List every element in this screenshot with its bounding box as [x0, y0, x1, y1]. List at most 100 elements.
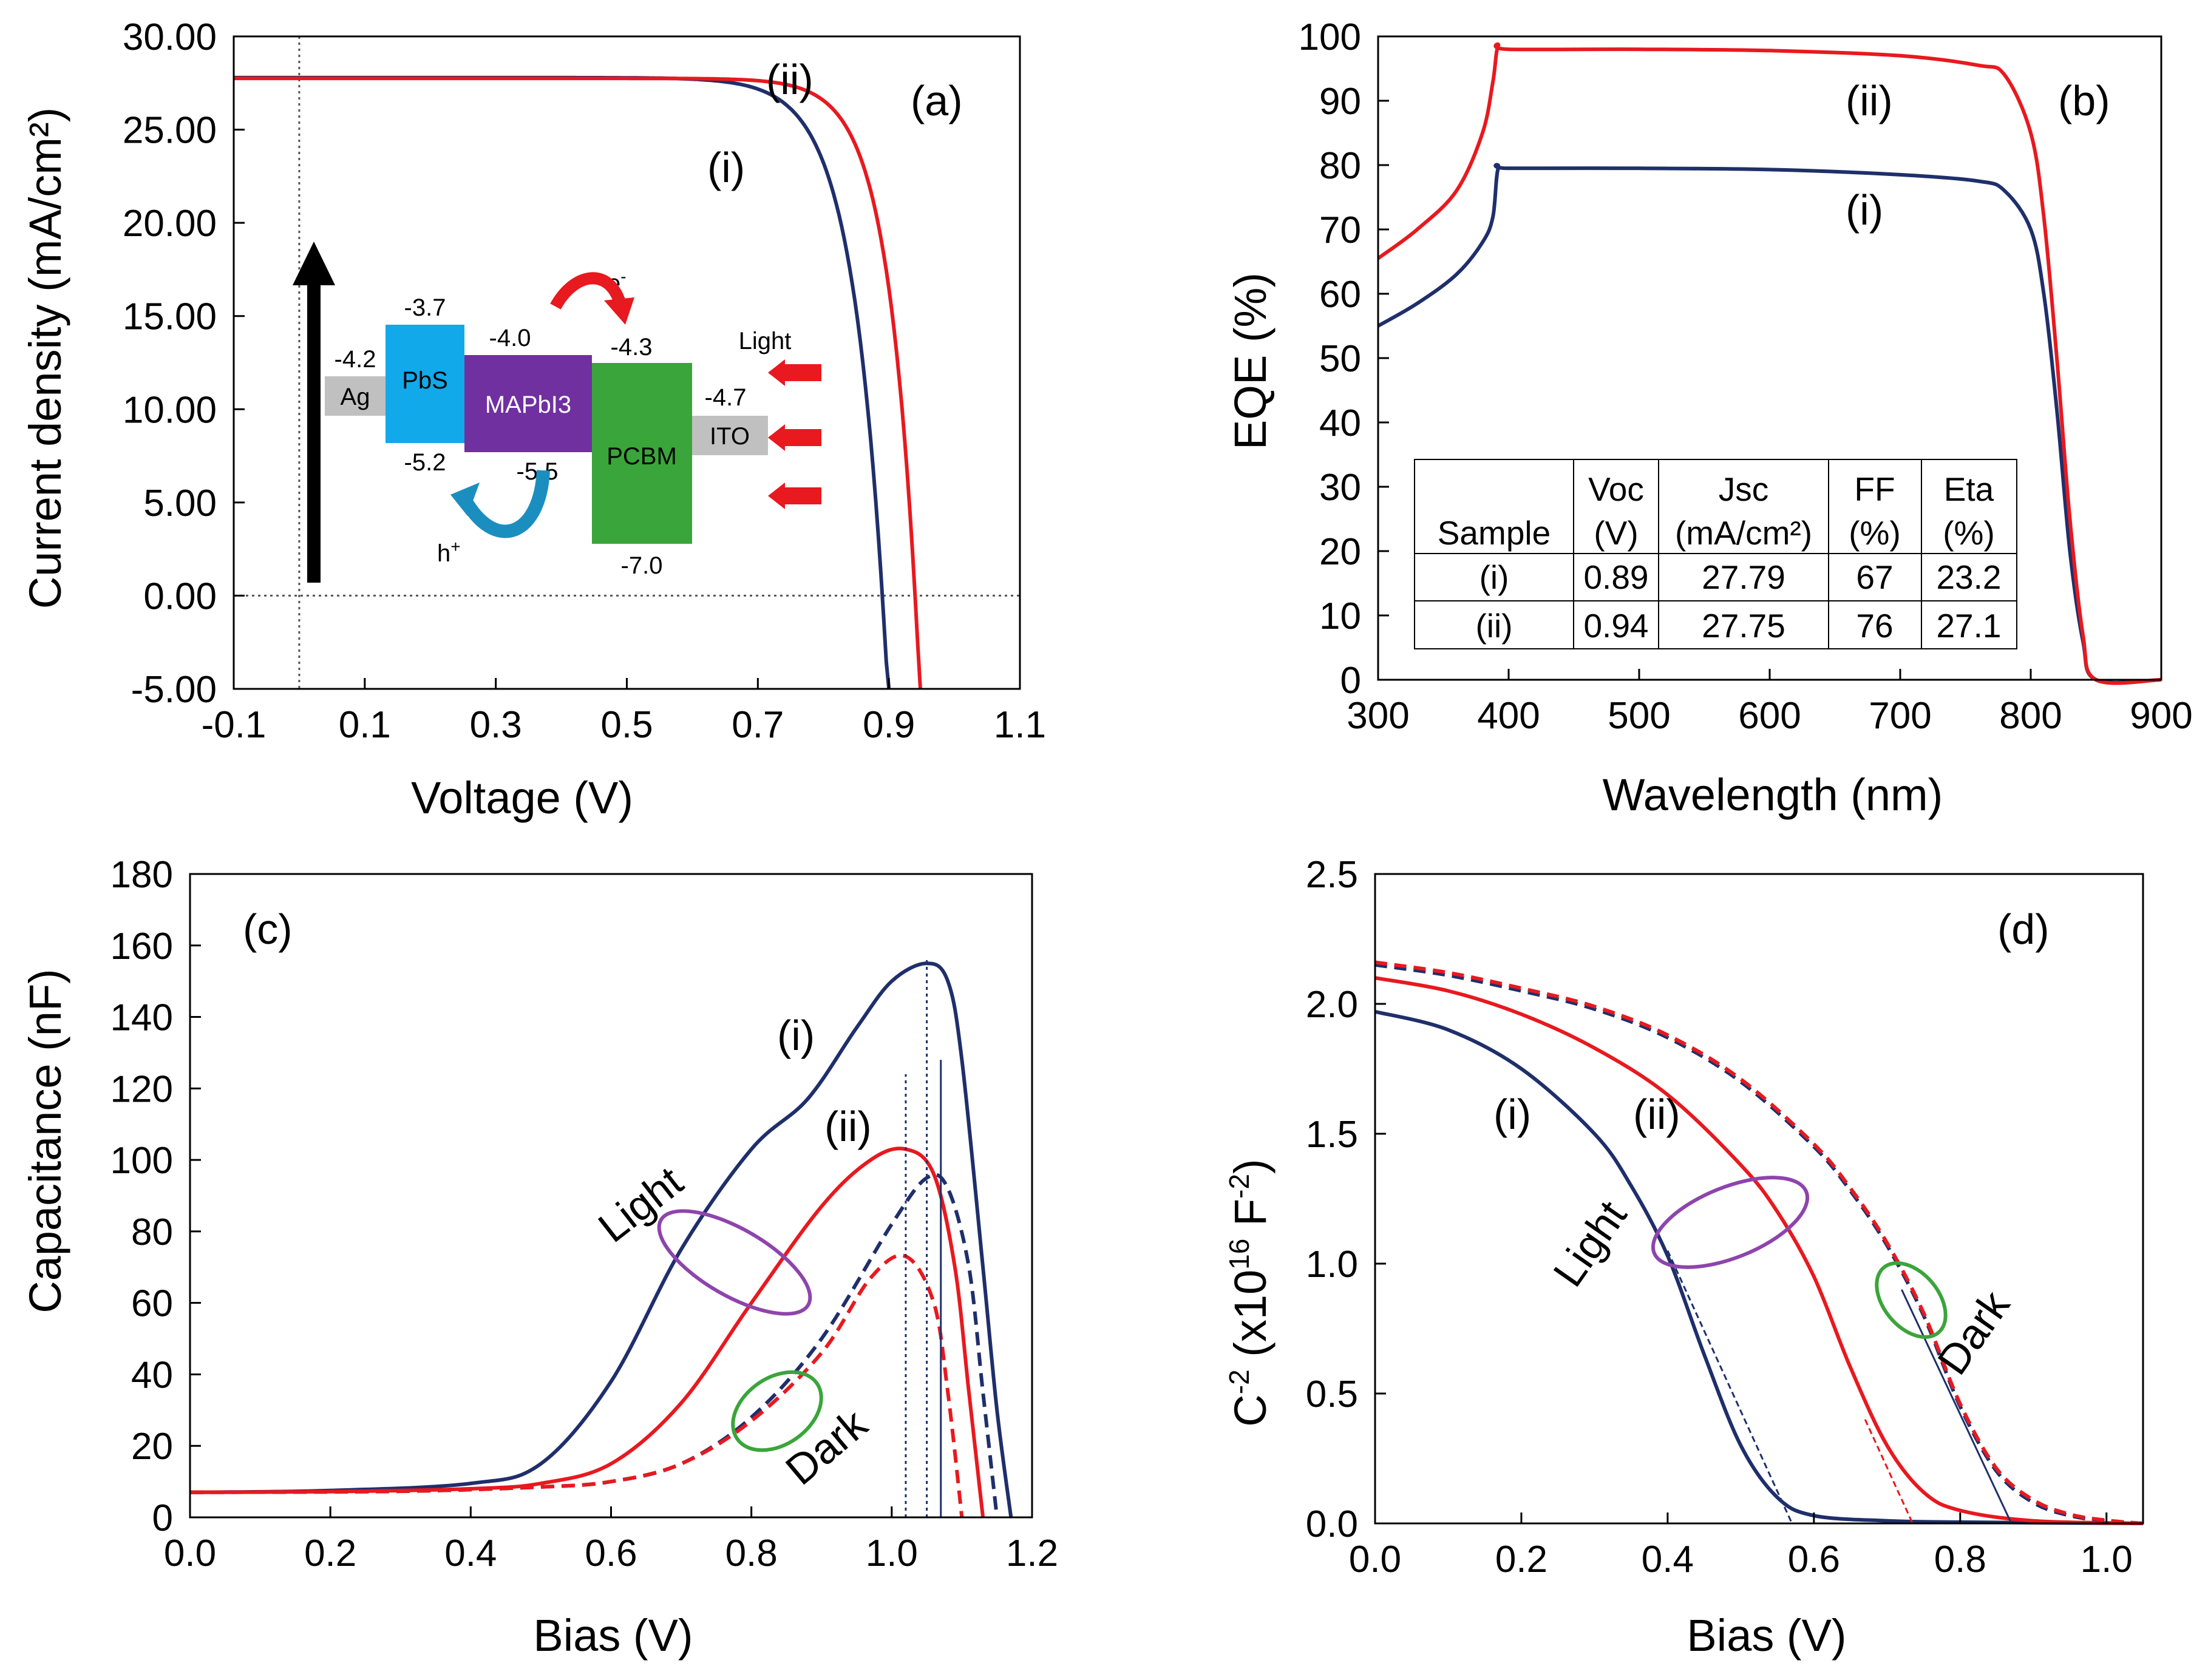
- y-tick-label: 20.00: [123, 203, 217, 245]
- panel-d-curves: [1374, 960, 2144, 1525]
- table-header-ff: FF: [1854, 470, 1895, 508]
- panel-d-axes: 0.0 0.2 0.4 0.6 0.8 1.0 0.0 0.5 1.0 1.5 2.0 2.5: [1306, 854, 2144, 1580]
- panel-d-label: (d): [1997, 906, 2050, 953]
- panel-c-xlabel: Bias (V): [533, 1610, 693, 1661]
- panel-a-series-i-label: (i): [707, 144, 745, 191]
- panel-d-ylabel: C-2 (x1016 F-2): [1223, 1159, 1276, 1426]
- y-tick-label: 160: [110, 926, 173, 967]
- y-tick-label: 120: [110, 1068, 173, 1110]
- x-tick-label: 1.0: [2081, 1539, 2133, 1580]
- x-tick-label: 0.3: [470, 704, 522, 746]
- y-tick-label: 180: [110, 854, 173, 896]
- table-row-ii-voc: 0.94: [1583, 607, 1648, 645]
- panel-a-curves: [234, 36, 1020, 689]
- energy-arrow-icon: [293, 242, 335, 285]
- table-header-eta-unit: (%): [1943, 514, 1995, 552]
- panel-c: 0.0 0.2 0.4 0.6 0.8 1.0 1.2 0 20 40 60 80 100 120 140 1…: [20, 854, 1058, 1661]
- mott-schottky-curve-0: [1374, 1009, 2144, 1525]
- x-tick-label: 0.9: [863, 704, 915, 746]
- table-row-ii-ff: 76: [1856, 607, 1893, 645]
- x-tick-label: 0.5: [600, 704, 653, 746]
- table-header-jsc: Jsc: [1719, 470, 1769, 508]
- y-tick-label: 40: [1319, 402, 1361, 444]
- panel-b-series-ii-label: (ii): [1846, 77, 1893, 124]
- x-tick-label: 900: [2130, 695, 2192, 737]
- y-tick-label: 0: [152, 1497, 173, 1539]
- panel-a-axes: -0.1 0.1 0.3 0.5 0.7 0.9 1.1 -5.00 0.00 5.00 10.00…: [123, 16, 1046, 746]
- electron-arrow-head: [604, 297, 634, 325]
- x-tick-label: 700: [1869, 695, 1931, 737]
- table-row-i-ff: 67: [1856, 558, 1893, 596]
- table-header-jsc-unit: (mA/cm²): [1675, 514, 1812, 552]
- x-tick-label: 0.0: [1349, 1539, 1401, 1580]
- mott-schottky-curve-1: [1374, 976, 2144, 1525]
- panel-b-ylabel: EQE (%): [1225, 273, 1276, 450]
- panel-b-curves: [1377, 42, 2162, 685]
- panel-b-label: (b): [2058, 77, 2110, 124]
- y-tick-label: 90: [1319, 81, 1361, 123]
- x-tick-label: 0.8: [1934, 1539, 1986, 1580]
- y-tick-label: 0.00: [143, 575, 217, 617]
- x-tick-label: 1.1: [994, 704, 1046, 746]
- x-tick-label: 1.2: [1006, 1533, 1058, 1574]
- x-tick-label: -0.1: [202, 704, 267, 746]
- y-tick-label: 60: [131, 1283, 173, 1325]
- panel-a-label: (a): [911, 77, 963, 124]
- table-row-ii-jsc: 27.75: [1702, 607, 1785, 645]
- pbs-top-level: -3.7: [404, 294, 446, 321]
- ag-layer: [325, 376, 386, 416]
- panel-d-xlabel: Bias (V): [1687, 1610, 1846, 1661]
- y-tick-label: 20: [1319, 531, 1361, 573]
- table-header-sample: Sample: [1438, 514, 1551, 552]
- ag-label: Ag: [341, 384, 370, 410]
- panel-c-dark-label: Dark: [777, 1400, 877, 1494]
- linear-fit-line: [1666, 1250, 1793, 1524]
- y-tick-label: 20: [131, 1426, 173, 1468]
- linear-fit-line: [1901, 1289, 2013, 1524]
- pcbm-label: PCBM: [606, 443, 677, 470]
- x-tick-label: 0.7: [732, 704, 784, 746]
- table-row-ii-sample: (ii): [1475, 607, 1512, 645]
- pcbm-bottom-level: -7.0: [621, 552, 663, 579]
- electron-arrow-icon: [550, 272, 625, 310]
- panel-d-dark-ellipse: [1875, 1261, 1948, 1339]
- light-label: Light: [739, 328, 792, 354]
- table-row-i-eta: 23.2: [1936, 558, 2001, 596]
- table-row-ii-eta: 27.1: [1936, 607, 2001, 645]
- y-tick-label: 1.0: [1306, 1244, 1358, 1285]
- y-tick-label: 30.00: [123, 16, 217, 58]
- panel-b-axes: 300 400 500 600 700 800 900 0 10 20 30 40 50 60 70 80 90…: [1299, 16, 2193, 737]
- eqe-curve-ii: [1377, 42, 2162, 685]
- panel-d-ii-label: (ii): [1633, 1091, 1680, 1138]
- y-tick-label: 25.00: [123, 110, 217, 152]
- x-tick-label: 300: [1347, 695, 1409, 737]
- panel-c-label: (c): [243, 906, 293, 953]
- mapbi3-label: MAPbI3: [485, 391, 571, 418]
- table-header-ff-unit: (%): [1849, 514, 1901, 552]
- panel-c-dark-ellipse: [731, 1370, 823, 1452]
- panel-b: 300 400 500 600 700 800 900 0 10 20 30 40 50 60 70 80 90…: [1225, 16, 2193, 820]
- panel-b-xlabel: Wavelength (nm): [1603, 770, 1943, 820]
- pcbm-top-level: -4.3: [611, 334, 653, 361]
- x-tick-label: 0.4: [1642, 1539, 1694, 1580]
- panel-c-light-label: Light: [589, 1157, 691, 1252]
- panel-c-i-label: (i): [777, 1012, 815, 1059]
- jv-curve-ii: [234, 76, 922, 689]
- y-tick-label: 100: [110, 1140, 173, 1182]
- hole-label: h+: [437, 537, 461, 567]
- table-header-eta: Eta: [1944, 470, 1994, 508]
- y-tick-label: 10: [1319, 595, 1361, 637]
- y-tick-label: 15.00: [123, 296, 217, 338]
- x-tick-label: 800: [1999, 695, 2062, 737]
- y-tick-label: 5.00: [143, 483, 217, 524]
- ag-level: -4.2: [335, 346, 376, 373]
- panel-a-series-ii-label: (ii): [766, 56, 814, 103]
- band-diagram-inset: Ag PbS MAPbI3 PCBM ITO -4.2 -3.7 -5.2 -4…: [293, 242, 821, 583]
- cv-curve-1: [189, 1147, 985, 1518]
- x-tick-label: 0.2: [304, 1533, 356, 1574]
- y-tick-label: 30: [1319, 467, 1361, 509]
- y-tick-label: 60: [1319, 274, 1361, 316]
- table-header-voc-unit: (V): [1594, 514, 1638, 552]
- pbs-label: PbS: [402, 367, 448, 394]
